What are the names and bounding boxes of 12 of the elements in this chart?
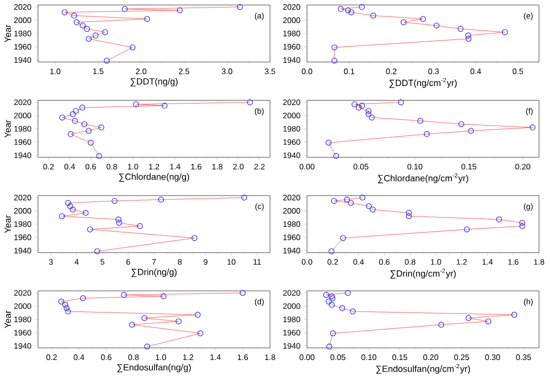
x-axis-title: ∑Endosulfan(ng/g) [117,364,191,372]
y-axis-title: Year [4,24,11,42]
y-axis-title: Year [4,120,11,138]
x-axis-title: ∑Chlordane(ng/cm$^{-2}$yr) [378,173,468,184]
x-axis-title: ∑DDT(ng/g) [130,78,178,86]
x-axis-title: ∑DDT(ng/cm$^{-2}$yr) [389,78,457,88]
y-axis-title: Year [4,310,11,328]
x-axis-title: ∑Endosulfan(ng/cm$^{-2}$yr) [376,364,470,374]
y-axis-title: Year [4,215,11,233]
x-axis-title: ∑Chlordane(ng/g) [119,173,190,182]
x-axis-title: ∑Drin(ng/g) [132,268,177,278]
x-axis-title: ∑Drin(ng/cm$^{-2}$yr) [390,268,456,278]
